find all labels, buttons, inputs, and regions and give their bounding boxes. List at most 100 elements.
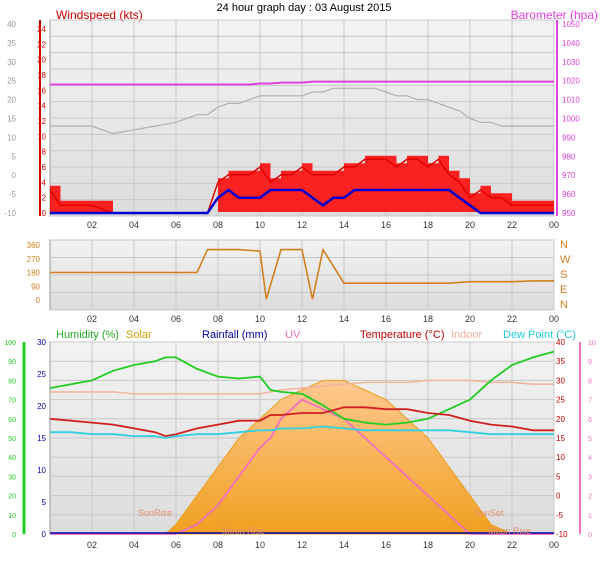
- gust-bar: [365, 155, 376, 212]
- gust-bar: [312, 170, 323, 212]
- x-tick-label: 22: [507, 220, 517, 230]
- y-tick-label: 2: [588, 494, 592, 501]
- y-tick-label: 14: [37, 102, 46, 111]
- y-tick-label: 10: [7, 133, 16, 142]
- gust-bar: [512, 200, 533, 212]
- y-tick-label: 1050: [562, 20, 580, 29]
- x-tick-label: 00: [549, 540, 559, 550]
- panel3-axes: 1009080706050403020100302520151050403530…: [4, 338, 596, 550]
- y-tick-label: 270: [27, 255, 41, 264]
- panel1-series: [49, 80, 554, 215]
- y-tick-label: 20: [37, 402, 46, 411]
- y-tick-label: -5: [9, 190, 17, 199]
- x-tick-label: 20: [465, 314, 475, 324]
- gust-bar: [533, 200, 554, 212]
- x-tick-label: 08: [213, 540, 223, 550]
- baro-gray-line: [50, 87, 554, 135]
- y-tick-label: -10: [4, 209, 16, 218]
- x-tick-label: 16: [381, 220, 391, 230]
- gust-bar: [81, 200, 92, 212]
- y-tick-label: 0: [12, 532, 16, 539]
- y-tick-label: 30: [37, 338, 46, 347]
- y-tick-label: 8: [42, 148, 47, 157]
- y-tick-label: 0: [42, 209, 47, 218]
- x-tick-label: 18: [423, 220, 433, 230]
- y-tick-label: 10: [37, 132, 46, 141]
- y-tick-label: 10: [556, 453, 565, 462]
- avg-wind-line: [50, 188, 554, 215]
- x-tick-label: 18: [423, 540, 433, 550]
- y-tick-label: 15: [37, 434, 46, 443]
- y-tick-label: 1010: [562, 96, 580, 105]
- y-tick-label: 6: [42, 163, 47, 172]
- gust-bar: [302, 163, 313, 212]
- y-tick-label: 50: [8, 436, 16, 443]
- x-tick-label: 22: [507, 540, 517, 550]
- compass-label: N: [560, 239, 568, 251]
- x-tick-label: 04: [129, 314, 139, 324]
- gust-bar: [491, 193, 502, 212]
- y-tick-label: 980: [562, 152, 576, 161]
- gust-bar: [459, 178, 470, 212]
- gust-bar: [239, 170, 250, 212]
- humidity-line: [49, 350, 555, 426]
- y-tick-label: 40: [7, 20, 16, 29]
- gust-bar: [344, 163, 355, 212]
- y-tick-label: 12: [37, 117, 46, 126]
- legend-temperature: Temperature (°C): [360, 329, 444, 341]
- x-tick-label: 16: [381, 314, 391, 324]
- y-tick-label: 22: [37, 40, 46, 49]
- y-tick-label: 4: [588, 455, 592, 462]
- y-tick-label: 8: [588, 378, 592, 385]
- gust-bar: [354, 163, 365, 212]
- y-tick-label: 0: [588, 532, 592, 539]
- gust-bar: [375, 155, 386, 212]
- y-tick-label: 25: [556, 396, 565, 405]
- x-tick-label: 10: [255, 314, 265, 324]
- y-tick-label: 30: [7, 58, 16, 67]
- x-tick-label: 06: [171, 220, 181, 230]
- gust-bar: [438, 155, 449, 212]
- gust-bar: [60, 200, 71, 212]
- y-tick-label: 24: [37, 25, 46, 34]
- gust-bar: [417, 155, 428, 212]
- legend-solar: Solar: [126, 329, 152, 341]
- y-tick-label: 1000: [562, 115, 580, 124]
- gust-bar: [270, 178, 281, 212]
- y-tick-label: 3: [588, 474, 592, 481]
- x-tick-label: 18: [423, 314, 433, 324]
- x-tick-label: 10: [255, 540, 265, 550]
- x-tick-label: 04: [129, 540, 139, 550]
- y-tick-label: 0: [556, 492, 561, 501]
- gust-bar: [386, 155, 397, 212]
- y-tick-label: 1020: [562, 77, 580, 86]
- temperature-line: [49, 406, 554, 438]
- wind-baro-panel: Windspeed (kts) Barometer (hpa) 24222018…: [4, 8, 598, 230]
- y-tick-label: 990: [562, 133, 576, 142]
- panel2-series: [50, 247, 554, 300]
- gust-bar: [281, 170, 292, 212]
- legend-dewpoint: Dew Point (°C): [503, 329, 576, 341]
- x-tick-label: 14: [339, 314, 349, 324]
- legend-rainfall: Rainfall (mm): [202, 329, 267, 341]
- compass-label: S: [560, 269, 567, 281]
- y-tick-label: 9: [588, 359, 592, 366]
- gust-bar: [480, 185, 491, 212]
- y-tick-label: 20: [37, 56, 46, 65]
- x-tick-label: 12: [297, 540, 307, 550]
- x-tick-label: 00: [549, 314, 559, 324]
- y-tick-label: 0: [12, 171, 17, 180]
- y-tick-label: 25: [37, 370, 46, 379]
- y-tick-label: 70: [8, 398, 16, 405]
- x-tick-label: 12: [297, 314, 307, 324]
- x-tick-label: 10: [255, 220, 265, 230]
- y-tick-label: -10: [556, 530, 568, 539]
- y-tick-label: 10: [8, 513, 16, 520]
- y-tick-label: 60: [8, 417, 16, 424]
- winddir-line: [50, 247, 554, 300]
- legend-uv: UV: [285, 329, 301, 341]
- moonrise-label: Moon Rise: [222, 526, 265, 536]
- compass-label: W: [560, 254, 571, 266]
- legend-indoor: Indoor: [451, 329, 483, 341]
